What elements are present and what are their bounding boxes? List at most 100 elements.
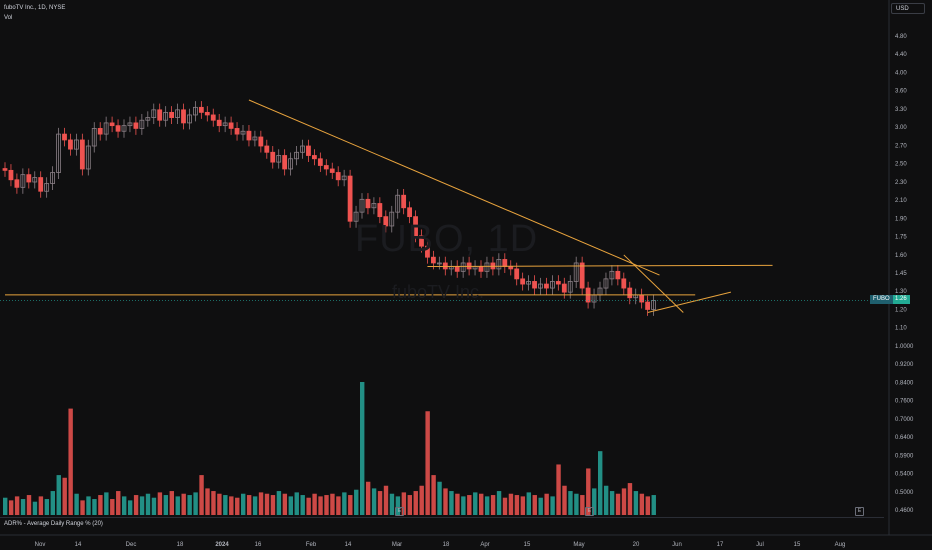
price-axis-tick: 2.10 [895,198,907,204]
candle-body [157,109,163,121]
volume-bar [413,491,418,515]
candle-body [276,155,282,163]
time-axis-tick: Feb [306,542,317,548]
volume-bar [395,496,401,515]
price-axis-tick: 3.30 [895,107,907,113]
candle-body [300,145,305,153]
volume-bar [467,495,472,515]
candle-body [222,122,228,127]
volume-bar [360,382,365,515]
volume-bar [443,488,448,515]
volume-bar [62,477,67,515]
volume-bar [318,496,323,515]
volume-bar [473,492,478,515]
adr-indicator-label[interactable]: ADR% - Average Daily Range % (20) [4,521,103,527]
volume-bar [627,483,633,515]
volume-bar [532,495,537,515]
volume-bar [169,491,174,515]
trendline [248,99,660,276]
volume-bar [20,499,26,515]
earnings-marker[interactable]: E [855,507,864,516]
pane-divider[interactable] [0,517,884,518]
volume-bar [217,493,222,515]
price-axis-tick: 1.10 [895,326,907,332]
volume-bar [288,496,293,515]
time-axis-tick: 2024 [215,542,229,548]
candle-body [210,114,216,121]
volume-bar [484,496,490,515]
time-axis-tick: 20 [633,542,640,548]
candle-body [258,136,264,147]
time-axis-tick: Mar [392,542,402,548]
candle-body [79,139,85,170]
candle-body [335,172,341,181]
candle-body [561,283,567,293]
candle-body [430,256,436,264]
volume-bar [145,493,151,515]
price-axis-tick: 1.20 [895,307,907,313]
volume-bar [354,489,359,515]
candle-body [442,262,448,270]
volume-bar [496,491,502,515]
candle-body [85,145,91,170]
price-axis-tick: 3.60 [895,89,907,95]
candle-body [526,281,531,285]
volume-bar [151,497,157,515]
earnings-marker[interactable]: E [585,507,594,516]
volume-bar [633,491,639,515]
price-axis-tick: 4.40 [895,52,907,58]
volume-bar [116,491,121,515]
candle-body [395,194,401,213]
watermark-ticker: FUBO, 1D [355,218,539,260]
volume-bar [294,492,299,515]
candle-body [288,158,294,170]
candle-body [151,109,157,118]
volume-bar [258,492,264,515]
candle-body [2,168,8,171]
price-axis-tick: 3.00 [895,125,907,131]
candle-body [198,106,204,113]
volume-bar [50,491,55,515]
candle-body [460,262,466,272]
volume-bar [86,496,91,515]
candle-body [413,216,418,237]
volume-bar [44,499,50,515]
time-axis-tick: Nov [35,542,46,548]
candle-body [74,139,79,150]
candle-body [555,281,561,285]
time-axis-tick: Aug [835,542,846,548]
currency-selector[interactable]: USD [891,3,925,14]
candle-body [532,281,537,289]
candle-body [651,300,656,310]
volume-bar [437,481,442,515]
candle-body [341,175,347,181]
candle-body [496,259,502,270]
volume-bar [449,491,454,515]
volume-bar [365,481,371,515]
price-axis-tick: 1.75 [895,235,907,241]
volume-bar [80,500,85,515]
trendline [623,254,684,313]
earnings-marker[interactable]: E [395,507,404,516]
time-axis-tick: May [573,542,584,548]
volume-bar [371,488,377,515]
candle-body [97,128,103,135]
time-axis-tick: 18 [177,542,184,548]
volume-bar [276,491,282,515]
volume-bar [246,495,252,515]
volume-legend[interactable]: Vol [4,15,13,21]
candle-body [133,122,139,129]
candle-body [407,207,413,218]
candle-body [264,145,270,153]
candle-body [8,169,14,181]
candle-body [115,125,121,132]
volume-bar [336,496,341,515]
symbol-legend[interactable]: fuboTV Inc., 1D, NYSE [4,5,66,11]
candle-body [371,203,377,209]
price-axis-tick: 1.45 [895,271,907,277]
candle-body [323,165,329,170]
candle-body [573,262,579,282]
volume-bar [264,493,270,515]
candle-body [228,122,234,129]
